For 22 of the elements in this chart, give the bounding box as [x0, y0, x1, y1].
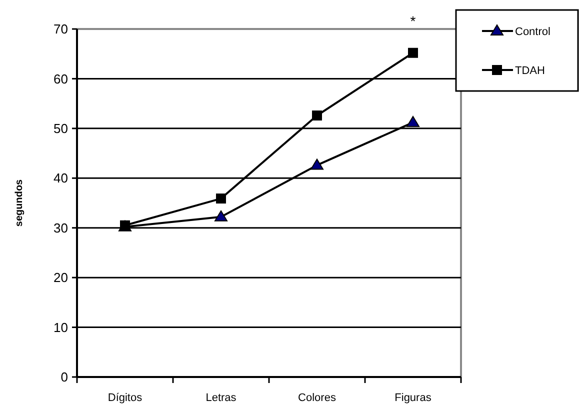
point — [312, 110, 322, 121]
point — [406, 116, 420, 127]
y-tick-label: 50 — [54, 120, 68, 136]
legend-label: TDAH — [515, 64, 545, 77]
y-tick-label: 60 — [54, 71, 68, 86]
point — [214, 210, 228, 222]
text: * — [410, 13, 416, 29]
point — [216, 194, 226, 204]
y-axis-title: segundos — [14, 178, 25, 227]
y-tick-label: 20 — [54, 270, 68, 286]
x-tick-label: Dígitos — [108, 392, 143, 404]
point — [408, 48, 418, 58]
y-tick-label: 10 — [54, 320, 68, 335]
y-tick-label: 0 — [60, 370, 68, 385]
legend-label: Control — [515, 26, 550, 38]
x-tick-label: Figuras — [394, 392, 432, 404]
point — [310, 158, 324, 170]
x-tick-label: Letras — [206, 392, 237, 404]
y-tick-label: 30 — [54, 220, 68, 236]
x-tick-label: Colores — [298, 392, 336, 404]
y-tick-label: 40 — [54, 170, 68, 186]
y-tick-label: 70 — [54, 22, 68, 37]
